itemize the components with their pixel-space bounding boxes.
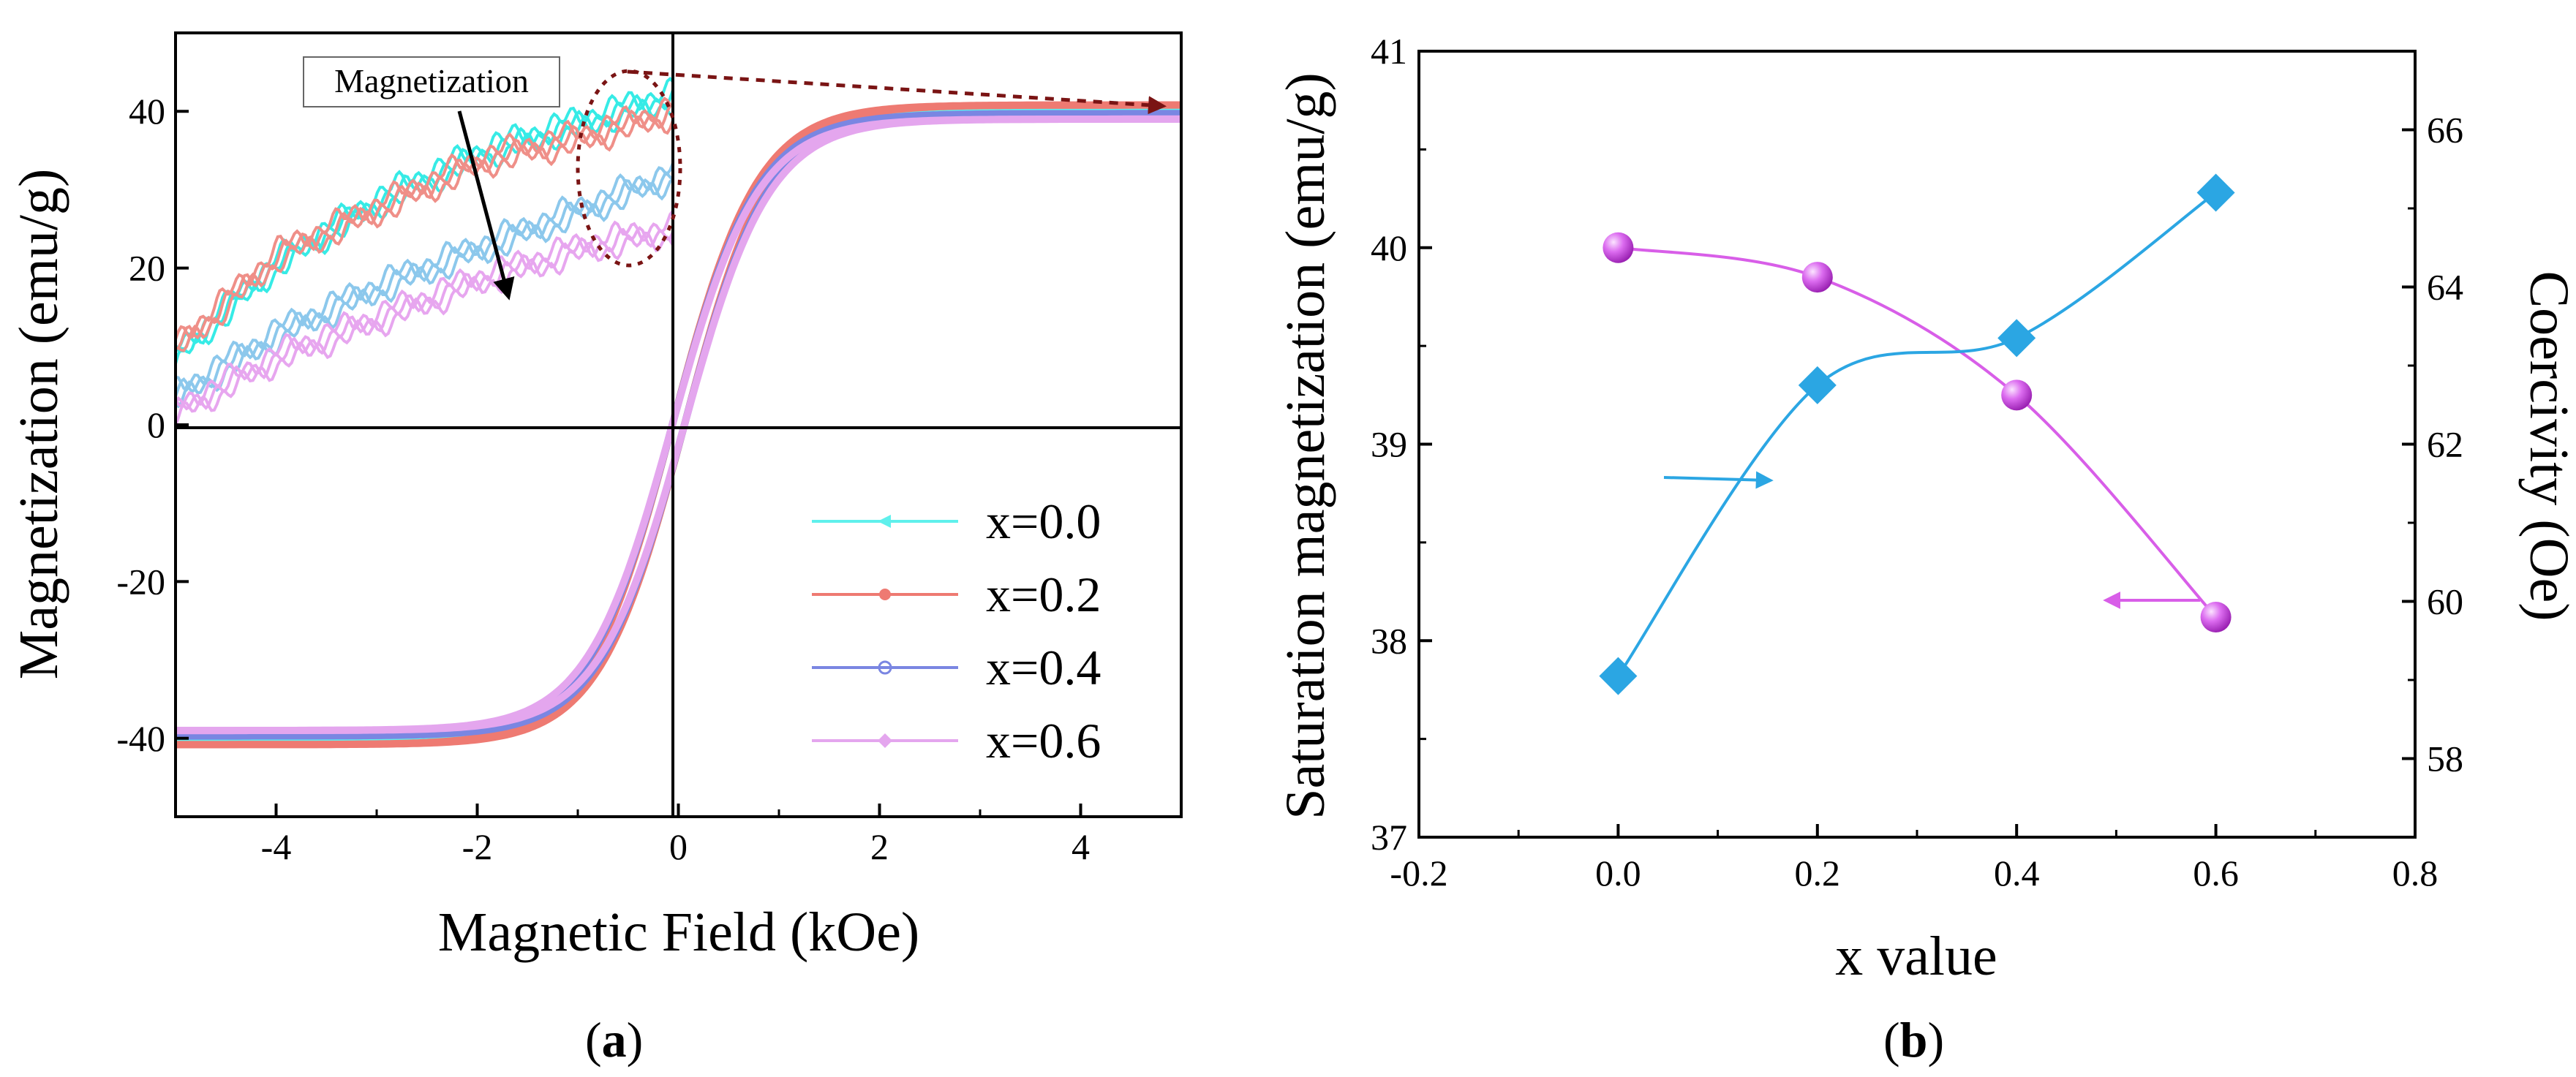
x-tick-label-b: -0.2 <box>1390 853 1447 893</box>
y-tick-label-a: 0 <box>147 404 165 445</box>
legend-marker <box>879 589 891 600</box>
inset-trace <box>176 162 673 392</box>
series-x=0.6 <box>176 115 1181 735</box>
plot-frame-b <box>1417 50 2417 839</box>
legend-item: x=0.0 <box>812 494 1101 549</box>
coercivity-point <box>1599 657 1638 695</box>
y2-tick-label-b: 60 <box>2427 581 2463 622</box>
panel-b: -0.2 0.0 0.2 0.4 0.6 0.837383940415860626466 … <box>1275 31 2576 1067</box>
coercivity-point <box>1798 366 1837 404</box>
data-points <box>1599 173 2235 695</box>
magnetization-point <box>2200 602 2232 632</box>
y-axis-label-a: Magnetization (emu/g) <box>8 169 69 680</box>
magnetization-point <box>2001 379 2033 411</box>
legend-item: x=0.2 <box>812 567 1101 622</box>
x-tick-label-a: -2 <box>462 826 493 867</box>
trend-curve-coercivity <box>1616 191 2217 677</box>
trend-curve-magnetization <box>1618 246 2218 619</box>
hysteresis-branch <box>176 115 1181 735</box>
y-tick-label-b: 40 <box>1371 227 1407 268</box>
x-tick-label-b: 0.8 <box>2392 853 2438 893</box>
x-tick-label-a: -4 <box>261 826 292 867</box>
decrease-arrow <box>457 110 515 301</box>
hysteresis-branch <box>176 115 1181 735</box>
magnetization-label-box <box>303 56 560 107</box>
y2-tick-label-b: 62 <box>2427 424 2463 465</box>
caption-b: (b) <box>1883 1012 1944 1067</box>
x-axis-label-a: Magnetic Field (kOe) <box>438 902 919 963</box>
y-tick-label-b: 41 <box>1371 31 1407 72</box>
y-tick-label-a: 20 <box>129 248 165 289</box>
magnetization-annotation: Magnetization <box>334 62 529 99</box>
zoom-region-ellipse <box>576 69 682 268</box>
y2-tick-label-b: 58 <box>2427 738 2463 779</box>
caption-a: (a) <box>585 1012 643 1067</box>
inset-series-x=0.0 <box>176 76 673 365</box>
x-axis-label-b: x value <box>1835 926 1997 987</box>
x-tick-label-b: 0.6 <box>2193 853 2239 893</box>
legend-item: x=0.4 <box>812 640 1101 695</box>
axis-ticks-b: -0.2 0.0 0.2 0.4 0.6 0.8 37 38 39 40 41 58 60 62 64 66 <box>1371 31 2463 893</box>
y-tick-label-a: 40 <box>129 91 165 132</box>
svg-text:(a): (a) <box>585 1012 643 1067</box>
inset-trace <box>176 97 673 340</box>
legend-marker <box>878 733 892 748</box>
legend-marker <box>878 515 891 528</box>
legend-marker <box>878 660 892 675</box>
magnetization-point <box>1603 232 1634 263</box>
y2-axis-label-b: Coercivity (Oe) <box>2518 271 2576 621</box>
y-tick-label-b: 38 <box>1371 620 1407 661</box>
y-tick-label-a: -20 <box>116 561 165 602</box>
x-tick-label-b: 0.4 <box>1994 853 2040 893</box>
legend: x=0.0 x=0.2 x=0.4 x=0.6 <box>812 494 1101 768</box>
legend-label: x=0.2 <box>986 567 1101 622</box>
zoom-region-arrow <box>627 69 1167 115</box>
legend-label: x=0.6 <box>986 713 1101 768</box>
inset-series-x=0.6 <box>176 210 673 426</box>
y-tick-label-a: -40 <box>116 718 165 759</box>
y-tick-label-b: 37 <box>1371 817 1407 858</box>
legend-label: x=0.4 <box>986 640 1101 695</box>
inset-trace <box>176 115 673 352</box>
x-tick-label-b: 0.0 <box>1595 853 1641 893</box>
inset-series-x=0.2 <box>176 97 673 352</box>
y2-tick-label-b: 66 <box>2427 110 2463 151</box>
legend-label: x=0.0 <box>986 494 1101 549</box>
trend-curves <box>1616 191 2218 677</box>
x-tick-label-a: 2 <box>870 826 889 867</box>
inset-series-x=0.4 <box>176 162 673 409</box>
coercivity-point <box>1997 319 2036 358</box>
y2-tick-label-b: 64 <box>2427 267 2463 308</box>
magnetization-point <box>1801 262 1833 293</box>
x-tick-label-a: 4 <box>1072 826 1090 867</box>
inset-zoom-curves <box>176 76 673 426</box>
legend-item: x=0.6 <box>812 713 1101 768</box>
y-tick-label-b: 39 <box>1371 424 1407 465</box>
hysteresis-curves <box>176 101 1181 749</box>
inset-trace <box>176 226 673 411</box>
coercivity-point <box>2196 173 2235 212</box>
inset-trace <box>176 210 673 409</box>
coercivity-axis-arrow <box>1663 471 1774 489</box>
y-axis-label-b: Saturation magnetization (emu/g) <box>1275 72 1336 819</box>
svg-text:(b): (b) <box>1883 1012 1944 1067</box>
x-tick-label-b: 0.2 <box>1795 853 1841 893</box>
x-tick-label-a: 0 <box>669 826 688 867</box>
